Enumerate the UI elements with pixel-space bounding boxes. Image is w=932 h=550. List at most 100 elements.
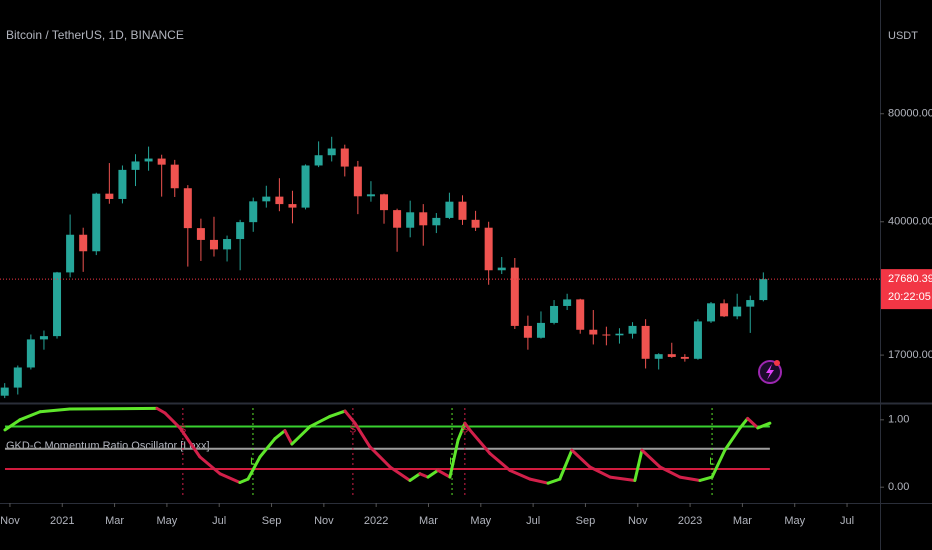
oscillator-segment	[155, 406, 167, 415]
x-tick-label: May	[470, 515, 491, 527]
candle-body	[223, 239, 232, 250]
candle-body	[118, 169, 127, 199]
oscillator-segment	[258, 437, 277, 459]
candle-body	[170, 164, 179, 189]
oscillator-segment	[558, 448, 574, 481]
candle-body	[576, 299, 585, 330]
candle-body	[733, 306, 742, 317]
oscillator-segment	[38, 407, 72, 414]
oscillator-segment	[290, 425, 312, 446]
oscillator-segment	[658, 465, 682, 479]
oscillator-segment	[633, 448, 644, 482]
candle-body	[79, 234, 88, 252]
oscillator-segment	[678, 475, 702, 482]
x-tick-label: 2022	[364, 515, 388, 527]
x-tick-label: Nov	[0, 515, 20, 527]
candle-body	[13, 367, 22, 388]
oscillator-segment	[18, 410, 42, 422]
candle-body	[353, 166, 362, 197]
x-tick-label: May	[157, 515, 178, 527]
countdown-label: 20:22:05	[888, 291, 931, 303]
x-tick-label: Nov	[628, 515, 648, 527]
icon-bolt	[766, 364, 774, 380]
candle-body	[340, 148, 349, 167]
last-price-box	[881, 269, 932, 310]
oscillator-segment	[710, 448, 727, 479]
x-tick-label: Sep	[262, 515, 282, 527]
candle-body	[419, 212, 428, 226]
candle-body	[510, 267, 519, 326]
y-tick-label: 80000.00	[888, 108, 932, 120]
oscillator-segment	[68, 406, 159, 411]
candle-body	[746, 300, 755, 307]
oscillator-segment	[698, 475, 714, 482]
oscillator-segment	[723, 426, 742, 452]
candle-body	[615, 333, 624, 336]
signal-label: S	[462, 425, 469, 436]
candle-body	[628, 325, 637, 334]
oscillator-segment	[456, 421, 467, 442]
x-tick-label: Mar	[419, 515, 438, 527]
candle-body	[393, 210, 402, 228]
candle-body	[157, 158, 166, 165]
candle-body	[406, 212, 415, 228]
candle-body	[301, 165, 310, 208]
candle-body	[497, 267, 506, 271]
currency: USDT	[888, 30, 918, 42]
last-price-label: 27680.39	[888, 273, 932, 285]
oscillator-segment	[528, 477, 550, 485]
candle-body	[262, 196, 271, 202]
signal-label: L	[449, 457, 455, 468]
oscillator-segment	[343, 409, 357, 425]
oscillator-segment	[368, 445, 392, 469]
candle-body	[589, 329, 598, 335]
signal-label: S	[350, 425, 357, 436]
icon-dot	[774, 360, 780, 366]
oscillator-segment	[3, 418, 22, 432]
candle-body	[720, 303, 729, 317]
candle-body	[707, 303, 716, 322]
oscillator-segment	[246, 455, 262, 481]
candle-body	[92, 193, 101, 252]
candle-body	[458, 201, 467, 220]
oscillator-segment	[198, 455, 222, 476]
candle-body	[275, 196, 284, 205]
oscillator-segment	[746, 416, 760, 430]
candle-body	[523, 325, 532, 338]
oscillator-segment	[426, 468, 440, 479]
oscillator-segment	[283, 429, 294, 446]
candle-body	[249, 201, 258, 223]
oscillator-segment	[273, 429, 287, 441]
candle-body	[667, 354, 676, 357]
candle-body	[105, 193, 114, 199]
oscillator-segment	[488, 452, 512, 472]
y-tick-label: 17000.00	[888, 349, 932, 361]
candle-body	[484, 227, 493, 271]
candle-body	[654, 354, 663, 359]
indicator-title: GKD-C Momentum Ratio Oscillator [Loxx]	[6, 440, 210, 452]
candle-body	[144, 158, 153, 162]
candle-body	[209, 239, 218, 250]
candle-body	[445, 201, 454, 218]
oscillator-segment	[218, 472, 242, 484]
x-tick-label: Sep	[576, 515, 596, 527]
candle-body	[759, 279, 768, 301]
x-tick-label: Jul	[212, 515, 226, 527]
oscillator-segment	[328, 409, 347, 418]
oscillator-segment	[608, 475, 637, 482]
oscillator-segment	[546, 477, 562, 485]
oscillator-segment	[353, 421, 372, 449]
x-tick-label: Jul	[526, 515, 540, 527]
signal-label: S	[180, 425, 187, 436]
candle-body	[380, 194, 389, 211]
candle-body	[641, 325, 650, 359]
candle-body	[536, 322, 545, 338]
x-tick-label: May	[784, 515, 805, 527]
candle-body	[563, 299, 572, 306]
candle-body	[236, 222, 245, 240]
x-tick-label: 2021	[50, 515, 74, 527]
y-tick-label: 40000.00	[888, 216, 932, 228]
candle-body	[680, 356, 689, 359]
